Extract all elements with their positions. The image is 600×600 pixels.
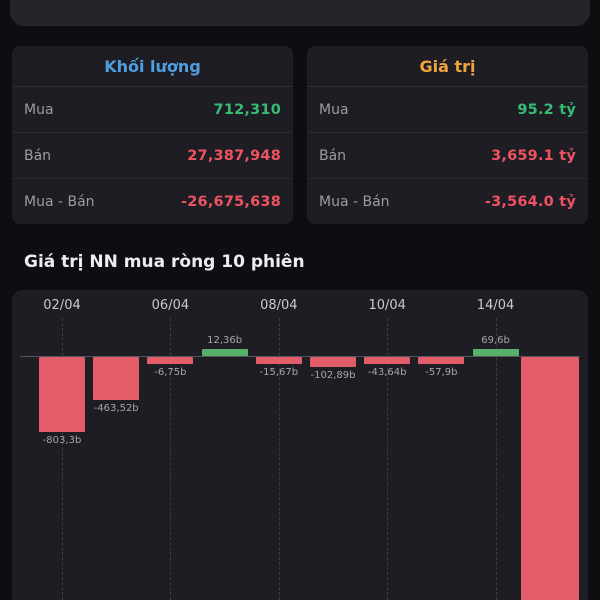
chart-card: 02/04 06/04 08/04 10/04 14/04 -803,3b -463,52b… xyxy=(12,290,588,600)
chart-bar[interactable] xyxy=(255,357,302,364)
stat-row: Mua 712,310 xyxy=(12,87,293,133)
stat-label: Mua - Bán xyxy=(24,193,95,210)
stat-value: -3,564.0 tỷ xyxy=(484,193,576,210)
stat-value: 3,659.1 tỷ xyxy=(491,147,576,164)
stat-value: 712,310 xyxy=(213,101,281,118)
chart-gridline xyxy=(170,318,172,600)
chart-bar[interactable] xyxy=(201,349,248,356)
chart-bar[interactable] xyxy=(310,357,356,367)
chart-bar[interactable] xyxy=(472,349,519,356)
chart-bar-value: -15,67b xyxy=(259,367,299,378)
stat-row: Bán 27,387,948 xyxy=(12,133,293,179)
volume-card: Khối lượng Mua 712,310 Bán 27,387,948 Mua - … xyxy=(12,46,293,224)
section-title: Giá trị NN mua ròng 10 phiên xyxy=(24,252,305,272)
volume-card-title: Khối lượng xyxy=(12,46,293,87)
value-card-rows: Mua 95.2 tỷ Bán 3,659.1 tỷ Mua - Bán -3,564.0… xyxy=(307,87,588,224)
chart-bar-value: -463,52b xyxy=(93,403,139,415)
stat-value: 27,387,948 xyxy=(187,147,281,164)
chart-zero-axis xyxy=(20,356,580,357)
chart-bar[interactable] xyxy=(39,357,85,432)
stat-row: Mua - Bán -3,564.0 tỷ xyxy=(307,179,588,224)
volume-card-rows: Mua 712,310 Bán 27,387,948 Mua - Bán -26,675,… xyxy=(12,87,293,224)
chart-x-tick: 10/04 xyxy=(368,298,406,313)
stat-label: Mua xyxy=(319,101,349,118)
stat-label: Bán xyxy=(319,147,347,164)
chart-bar[interactable] xyxy=(418,357,465,364)
chart-gridline xyxy=(62,318,63,600)
chart-bar-value: -43,64b xyxy=(367,367,407,378)
top-partial-card xyxy=(10,0,590,26)
chart-gridline xyxy=(495,318,497,600)
chart-bar-value: -102,89b xyxy=(310,369,356,381)
value-card: Giá trị Mua 95.2 tỷ Bán 3,659.1 tỷ Mua - Bán… xyxy=(307,46,588,224)
stat-row: Mua - Bán -26,675,638 xyxy=(12,179,293,224)
chart-bar[interactable] xyxy=(147,357,194,364)
chart-x-tick: 08/04 xyxy=(260,298,298,313)
chart-gridline xyxy=(387,318,389,600)
chart-x-tick: 02/04 xyxy=(43,298,81,313)
chart-bar-value: 12,36b xyxy=(207,335,243,346)
chart-bar-value: -6,75b xyxy=(154,367,187,378)
stat-value: 95.2 tỷ xyxy=(517,101,576,118)
stat-row: Bán 3,659.1 tỷ xyxy=(307,133,588,179)
chart-x-tick: 06/04 xyxy=(151,298,190,313)
summary-cards: Khối lượng Mua 712,310 Bán 27,387,948 Mua - … xyxy=(12,46,588,224)
stat-value: -26,675,638 xyxy=(181,193,281,210)
stat-row: Mua 95.2 tỷ xyxy=(307,87,588,133)
stat-label: Mua xyxy=(24,101,54,118)
chart-bar[interactable] xyxy=(93,357,140,401)
chart-gridline xyxy=(278,318,280,600)
chart-bar[interactable] xyxy=(364,357,411,364)
chart-bar-value: -803,3b xyxy=(42,434,82,446)
value-card-title: Giá trị xyxy=(307,46,588,87)
stat-label: Bán xyxy=(24,147,52,164)
chart-bar-value: 69,6b xyxy=(481,335,510,346)
chart-bar-value: -57,9b xyxy=(425,367,458,378)
stat-label: Mua - Bán xyxy=(319,193,390,210)
chart-bar[interactable] xyxy=(520,357,579,600)
chart-x-tick: 14/04 xyxy=(476,298,515,313)
